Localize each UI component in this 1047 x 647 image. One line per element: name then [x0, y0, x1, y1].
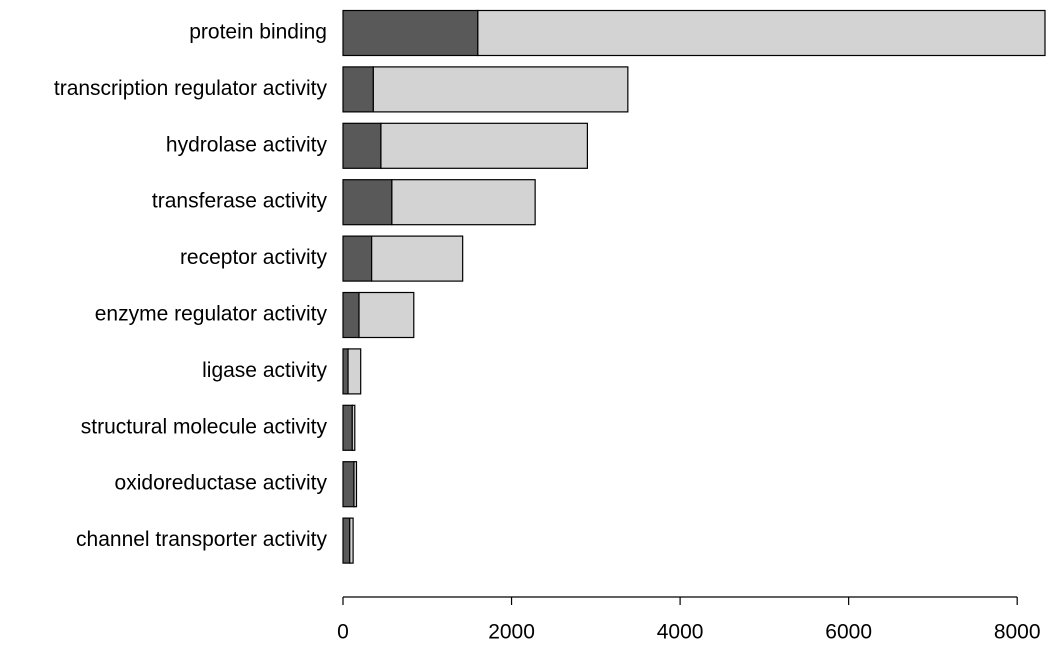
bar-segment: [342, 66, 374, 113]
bar-segment: [342, 235, 373, 282]
bar-segment: [342, 291, 360, 339]
x-tick-label: 6000: [825, 621, 872, 644]
category-label: enzyme regulator activity: [95, 303, 328, 326]
bar-segment: [342, 517, 351, 564]
category-label: oxidoreductase activity: [115, 472, 328, 495]
category-label: transcription regulator activity: [54, 77, 328, 100]
x-tick-label: 2000: [488, 621, 535, 644]
bar-segment: [342, 461, 355, 508]
bar-segment: [342, 9, 479, 57]
x-tick-label: 0: [337, 621, 349, 644]
bar-segment: [391, 179, 536, 226]
bar-segment: [342, 348, 349, 395]
bar-segment: [358, 291, 415, 339]
bar-segment: [342, 404, 353, 451]
bar-segment: [477, 9, 1046, 57]
category-label: channel transporter activity: [76, 528, 327, 551]
category-label: receptor activity: [180, 246, 328, 269]
x-tick-label: 8000: [994, 621, 1041, 644]
bar-segment: [372, 66, 629, 113]
bar-segment: [371, 235, 464, 282]
bar-segment: [347, 348, 362, 395]
category-label: hydrolase activity: [166, 133, 328, 156]
bar-segment: [342, 122, 382, 169]
bar-segment: [342, 179, 393, 226]
x-tick-label: 4000: [657, 621, 704, 644]
bar-segment: [351, 404, 356, 451]
bar-segment: [353, 461, 358, 508]
category-label: protein binding: [189, 21, 327, 44]
category-label: transferase activity: [152, 190, 328, 213]
category-label: structural molecule activity: [81, 415, 328, 438]
category-label: ligase activity: [202, 359, 327, 382]
bar-segment: [349, 517, 354, 564]
bar-segment: [380, 122, 588, 169]
